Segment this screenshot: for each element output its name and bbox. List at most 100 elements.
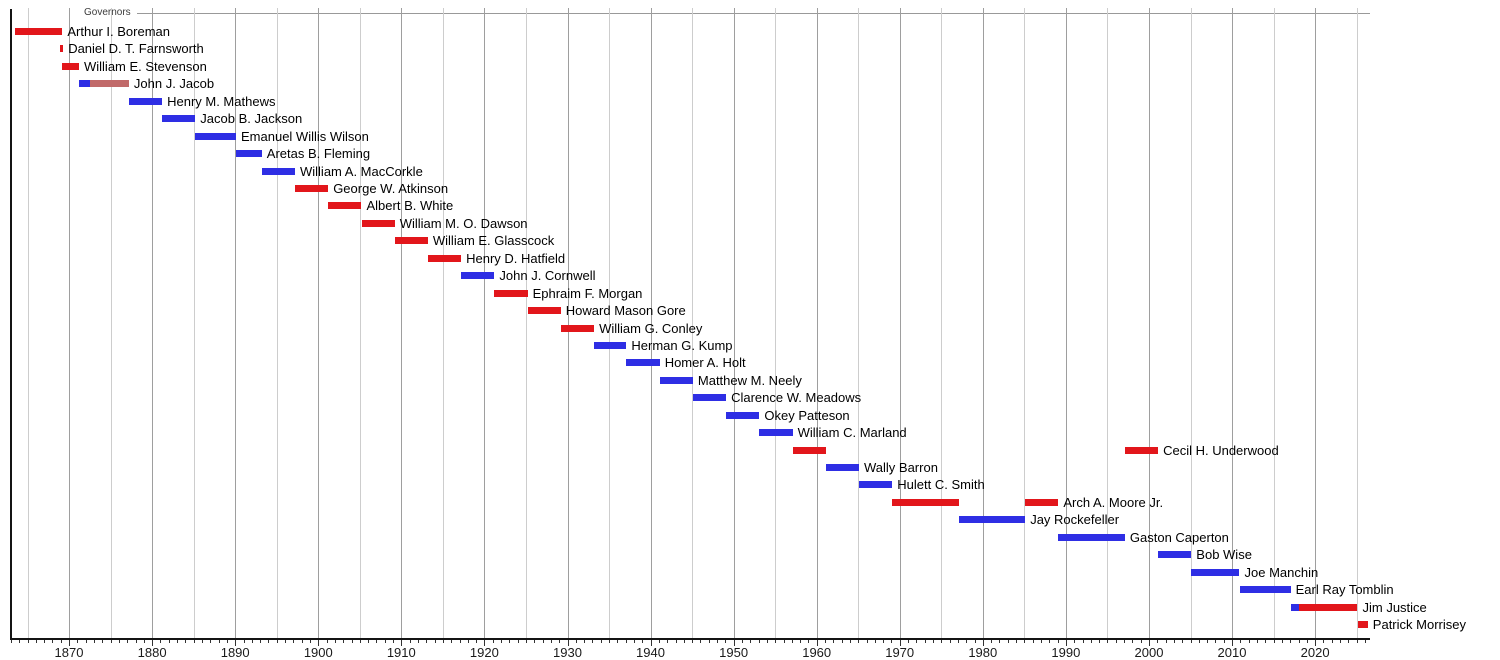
- governor-label: Homer A. Holt: [664, 355, 746, 371]
- x-axis-minor-tick: [44, 640, 46, 643]
- x-axis-tick-label: 1980: [968, 645, 998, 660]
- gridline-year-1985: [1024, 8, 1026, 638]
- gridline-year-1885: [193, 8, 195, 638]
- x-axis-minor-tick: [384, 640, 386, 643]
- term-bar: [89, 80, 129, 88]
- gridline-year-1910: [401, 8, 403, 638]
- term-bar: [1239, 586, 1291, 594]
- chart-title: Governors: [84, 7, 131, 18]
- x-axis-tick-label: 2010: [1217, 645, 1247, 660]
- governor-label: William E. Stevenson: [84, 58, 207, 74]
- x-axis-minor-tick: [177, 640, 178, 643]
- x-axis-minor-tick: [559, 640, 561, 643]
- term-bar: [759, 429, 793, 437]
- term-bar: [958, 516, 1026, 524]
- governor-label: Albert B. White: [366, 198, 454, 214]
- x-axis-minor-tick: [260, 640, 262, 643]
- x-axis-minor-tick: [600, 640, 602, 643]
- x-axis-minor-tick: [1165, 640, 1167, 643]
- x-axis-minor-tick: [426, 640, 428, 643]
- x-axis-minor-tick: [459, 640, 461, 643]
- x-axis-minor-tick: [725, 640, 727, 643]
- term-bar: [394, 237, 428, 245]
- x-axis-minor-tick: [359, 640, 361, 643]
- x-axis-minor-tick: [592, 640, 594, 643]
- x-axis-minor-tick: [1057, 640, 1059, 643]
- gridline-year-1880: [152, 8, 154, 638]
- x-axis-minor-tick: [791, 640, 793, 643]
- x-axis-minor-tick: [1281, 640, 1283, 643]
- x-axis-minor-tick: [351, 640, 353, 643]
- x-axis-minor-tick: [991, 640, 993, 643]
- x-axis-minor-tick: [874, 640, 876, 643]
- term-bar: [361, 219, 395, 227]
- governor-label: Clarence W. Meadows: [731, 390, 862, 406]
- x-axis-minor-tick: [1290, 640, 1292, 643]
- term-bar: [461, 272, 495, 280]
- x-axis-minor-tick: [409, 640, 411, 643]
- x-axis-minor-tick: [1348, 640, 1350, 643]
- x-axis-minor-tick: [368, 640, 370, 643]
- x-axis-minor-tick: [633, 640, 635, 643]
- x-axis-minor-tick: [1024, 640, 1026, 643]
- term-bar: [527, 307, 561, 314]
- gridline-year-1965: [858, 8, 860, 638]
- x-axis-minor-tick: [509, 640, 511, 643]
- x-axis-minor-tick: [27, 640, 29, 643]
- x-axis-minor-tick: [185, 640, 187, 643]
- x-axis-tick-label: 1910: [386, 645, 416, 660]
- x-axis-minor-tick: [625, 640, 627, 643]
- x-axis-major-tick: [816, 640, 818, 646]
- x-axis-minor-tick: [35, 640, 37, 643]
- x-axis-minor-tick: [525, 640, 527, 643]
- x-axis-major-tick: [1315, 640, 1317, 646]
- term-bar: [1290, 603, 1300, 611]
- term-bar: [128, 97, 163, 105]
- term-bar: [1025, 498, 1059, 506]
- x-axis-major-tick: [733, 640, 735, 646]
- x-axis-minor-tick: [1032, 640, 1034, 643]
- x-axis-minor-tick: [1132, 640, 1134, 643]
- y-axis-line: [10, 9, 12, 640]
- x-axis-minor-tick: [1041, 640, 1042, 643]
- x-axis-minor-tick: [19, 640, 21, 643]
- term-bar: [792, 446, 826, 454]
- x-axis-minor-tick: [609, 640, 610, 643]
- x-axis-tick-label: 1870: [54, 645, 84, 660]
- x-axis-minor-tick: [326, 640, 328, 643]
- x-axis-major-tick: [1232, 640, 1233, 646]
- x-axis-minor-tick: [1298, 640, 1300, 643]
- x-axis-minor-tick: [10, 640, 12, 643]
- x-axis-minor-tick: [226, 640, 228, 643]
- x-axis-minor-tick: [1240, 640, 1242, 643]
- governor-label: William C. Marland: [797, 425, 907, 441]
- x-axis-tick-label: 1900: [303, 645, 333, 660]
- term-bar: [1191, 568, 1240, 576]
- x-axis-major-tick: [152, 640, 154, 646]
- x-axis-minor-tick: [143, 640, 145, 643]
- gridline-year-1955: [775, 8, 777, 638]
- x-axis-minor-tick: [800, 640, 802, 643]
- x-axis-minor-tick: [334, 640, 336, 643]
- term-bar: [594, 341, 627, 349]
- x-axis-minor-tick: [833, 640, 835, 643]
- x-axis-minor-tick: [642, 640, 644, 643]
- term-bar: [892, 498, 959, 506]
- x-axis-minor-tick: [343, 640, 345, 643]
- x-axis-minor-tick: [210, 640, 212, 643]
- x-axis-major-tick: [650, 640, 652, 646]
- x-axis-major-tick: [899, 640, 901, 646]
- x-axis-minor-tick: [1157, 640, 1159, 643]
- x-axis-minor-tick: [251, 640, 253, 643]
- gridline-year-1870: [69, 8, 70, 638]
- gridline-year-1905: [359, 8, 361, 638]
- gridline-year-1945: [692, 8, 694, 638]
- gridline-year-2005: [1190, 8, 1192, 638]
- x-axis-minor-tick: [1140, 640, 1142, 643]
- term-bar: [726, 411, 760, 419]
- x-axis-major-tick: [318, 640, 320, 646]
- term-bar: [162, 115, 196, 123]
- term-bar: [295, 185, 329, 192]
- gridline-year-1890: [235, 8, 237, 638]
- x-axis-minor-tick: [218, 640, 220, 643]
